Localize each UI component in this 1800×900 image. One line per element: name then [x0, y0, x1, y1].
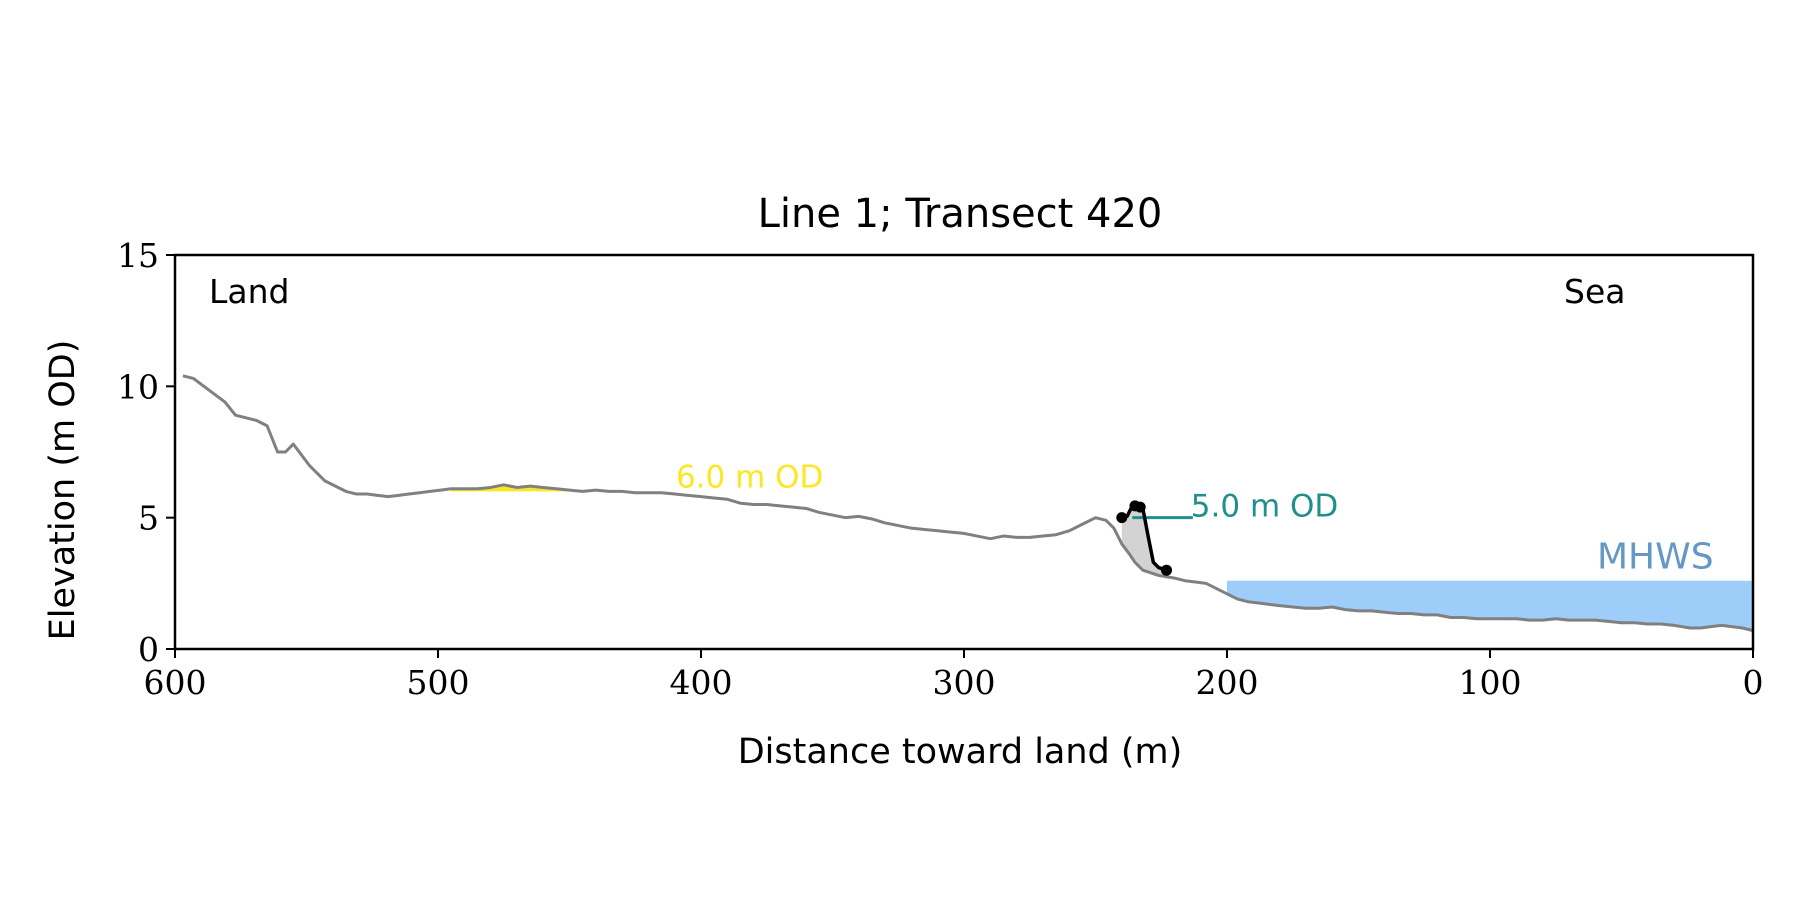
cliff-point [1134, 501, 1146, 513]
mhws-label: MHWS [1597, 537, 1714, 578]
upper-level-label: 6.0 m OD [676, 459, 823, 495]
y-axis-label: Elevation (m OD) [43, 340, 83, 641]
mhws-fill [1227, 580, 1753, 631]
x-tick-label: 400 [670, 663, 733, 702]
y-tick-label: 5 [138, 499, 159, 538]
x-axis-label: Distance toward land (m) [738, 732, 1183, 772]
axes: 600 500 400 300 200 100 0 0 5 10 15 [117, 236, 1764, 702]
y-tick-label: 10 [117, 367, 159, 406]
cliff-point [1116, 512, 1128, 524]
y-tick-label: 0 [138, 630, 159, 669]
x-tick-label: 300 [933, 663, 996, 702]
cliff-point [1161, 564, 1173, 576]
plot-area: 6.0 m OD 5.0 m OD MHWS [182, 374, 1754, 633]
chart-title: Line 1; Transect 420 [758, 191, 1163, 237]
y-tick-label: 15 [117, 236, 159, 275]
x-tick-label: 0 [1743, 663, 1764, 702]
x-tick-label: 500 [407, 663, 470, 702]
profile-line [182, 374, 1754, 633]
x-tick-label: 600 [144, 663, 207, 702]
land-label: Land [209, 272, 289, 311]
x-tick-label: 200 [1196, 663, 1259, 702]
x-tick-label: 100 [1459, 663, 1522, 702]
sea-label: Sea [1564, 272, 1625, 311]
lower-level-label: 5.0 m OD [1191, 489, 1338, 525]
